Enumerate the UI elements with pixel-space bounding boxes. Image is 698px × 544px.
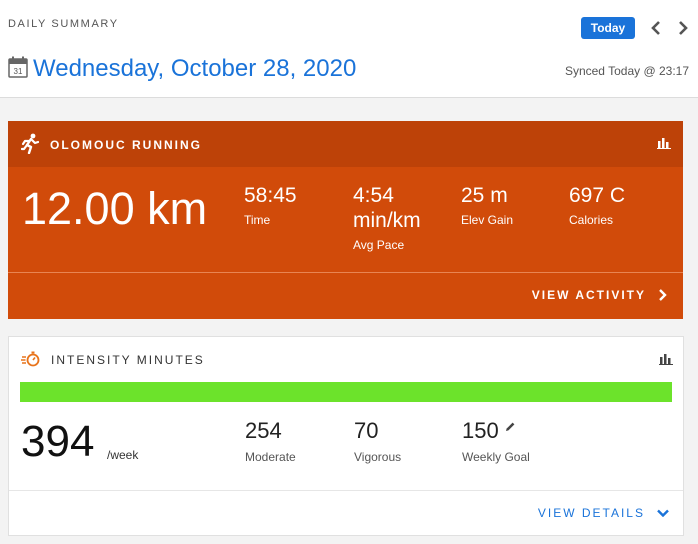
- divider: [8, 272, 683, 273]
- intensity-minutes-card: INTENSITY MINUTES 394 /week 254 Moderate…: [8, 336, 684, 536]
- metric-weekly-goal: 150 Weekly Goal: [462, 418, 530, 464]
- metric-label: Weekly Goal: [462, 450, 530, 464]
- section-label: DAILY SUMMARY: [8, 18, 119, 30]
- calendar-icon: 31: [8, 56, 28, 78]
- activity-name[interactable]: OLOMOUC RUNNING: [50, 138, 202, 152]
- stopwatch-icon: [21, 351, 40, 367]
- view-activity-label: VIEW ACTIVITY: [531, 288, 646, 302]
- pencil-icon[interactable]: [504, 421, 516, 433]
- page-title: Wednesday, October 28, 2020: [33, 55, 357, 82]
- divider: [9, 490, 683, 491]
- running-icon: [21, 133, 39, 154]
- metric-elev-gain: 25 m Elev Gain: [461, 183, 513, 227]
- intensity-total: 394: [21, 417, 95, 466]
- chevron-right-icon[interactable]: [676, 20, 690, 36]
- metric-label: Time: [244, 213, 271, 227]
- calendar-day: 31: [14, 67, 23, 76]
- activity-card[interactable]: OLOMOUC RUNNING 12.00 km 58:45 Time 4:54…: [8, 121, 683, 319]
- intensity-unit: /week: [107, 448, 139, 462]
- metric-label: Vigorous: [354, 450, 402, 464]
- bar-chart-icon[interactable]: [657, 137, 671, 149]
- metric-label: Calories: [569, 213, 614, 227]
- metric-calories: 697 C Calories: [569, 183, 625, 227]
- view-details-label: VIEW DETAILS: [537, 506, 645, 520]
- weekly-goal-value: 150: [462, 418, 530, 443]
- metric-time: 58:45 Time: [244, 183, 297, 227]
- metric-value: 697 C: [569, 184, 626, 207]
- intensity-progress-fill: [20, 382, 672, 402]
- metric-vigorous: 70 Vigorous: [354, 418, 401, 464]
- view-activity-link[interactable]: VIEW ACTIVITY: [532, 288, 667, 302]
- metric-value: 70: [354, 418, 379, 443]
- metric-label: Moderate: [245, 450, 296, 464]
- metric-avg-pace: 4:54 min/km Avg Pace: [353, 183, 448, 252]
- chevron-down-icon: [657, 509, 669, 517]
- metric-moderate: 254 Moderate: [245, 418, 296, 464]
- intensity-title: INTENSITY MINUTES: [51, 353, 205, 367]
- activity-distance: 12.00 km: [22, 183, 208, 234]
- chevron-left-icon[interactable]: [649, 20, 663, 36]
- metric-value: 254: [245, 418, 282, 443]
- metric-label: Elev Gain: [461, 213, 514, 227]
- activity-card-header: OLOMOUC RUNNING: [8, 121, 683, 167]
- today-button[interactable]: Today: [581, 17, 635, 39]
- summary-header: DAILY SUMMARY Today 31 Wednesday, Octobe…: [0, 0, 698, 98]
- bar-chart-icon[interactable]: [659, 353, 673, 365]
- chevron-right-icon: [659, 289, 667, 301]
- metric-value: 25 m: [461, 184, 508, 207]
- metric-value: 58:45: [244, 184, 297, 207]
- metric-label: Avg Pace: [353, 238, 405, 252]
- sync-status: Synced Today @ 23:17: [564, 64, 689, 78]
- intensity-progress-bar: [20, 382, 672, 402]
- metric-value: 4:54 min/km: [353, 184, 421, 232]
- view-details-link[interactable]: VIEW DETAILS: [538, 506, 669, 520]
- metric-value: 150: [462, 418, 499, 443]
